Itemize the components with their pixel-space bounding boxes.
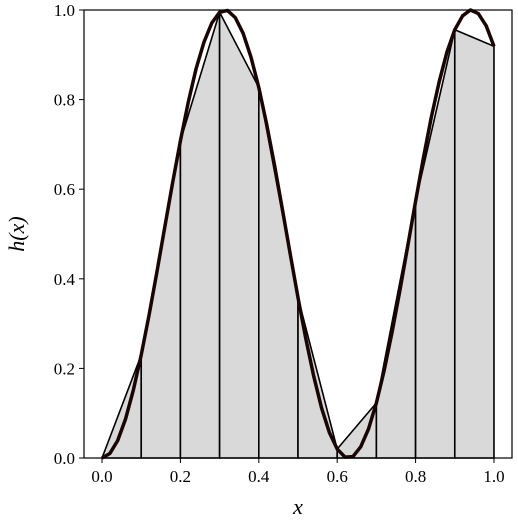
y-axis-label: h(x) [4, 216, 29, 251]
y-tick-label: 0.0 [54, 449, 75, 468]
y-tick-label: 0.8 [54, 91, 75, 110]
y-tick-label: 1.0 [54, 1, 75, 20]
x-axis-label: x [292, 494, 303, 519]
x-tick-label: 0.2 [170, 467, 191, 486]
x-tick-label: 0.4 [248, 467, 270, 486]
x-tick-label: 0.8 [405, 467, 426, 486]
x-tick-label: 0.6 [327, 467, 348, 486]
y-tick-label: 0.6 [54, 180, 75, 199]
y-tick-label: 0.4 [54, 270, 76, 289]
trapezoid [140, 140, 182, 459]
x-tick-label: 0.0 [91, 467, 112, 486]
x-tick-label: 1.0 [483, 467, 504, 486]
y-tick-label: 0.2 [54, 359, 75, 378]
curve [101, 8, 496, 460]
trapezoid [179, 12, 221, 459]
trapezoid [453, 28, 495, 459]
plot-frame [83, 9, 513, 459]
trapezoid [100, 354, 143, 459]
trapezoid [218, 11, 260, 459]
